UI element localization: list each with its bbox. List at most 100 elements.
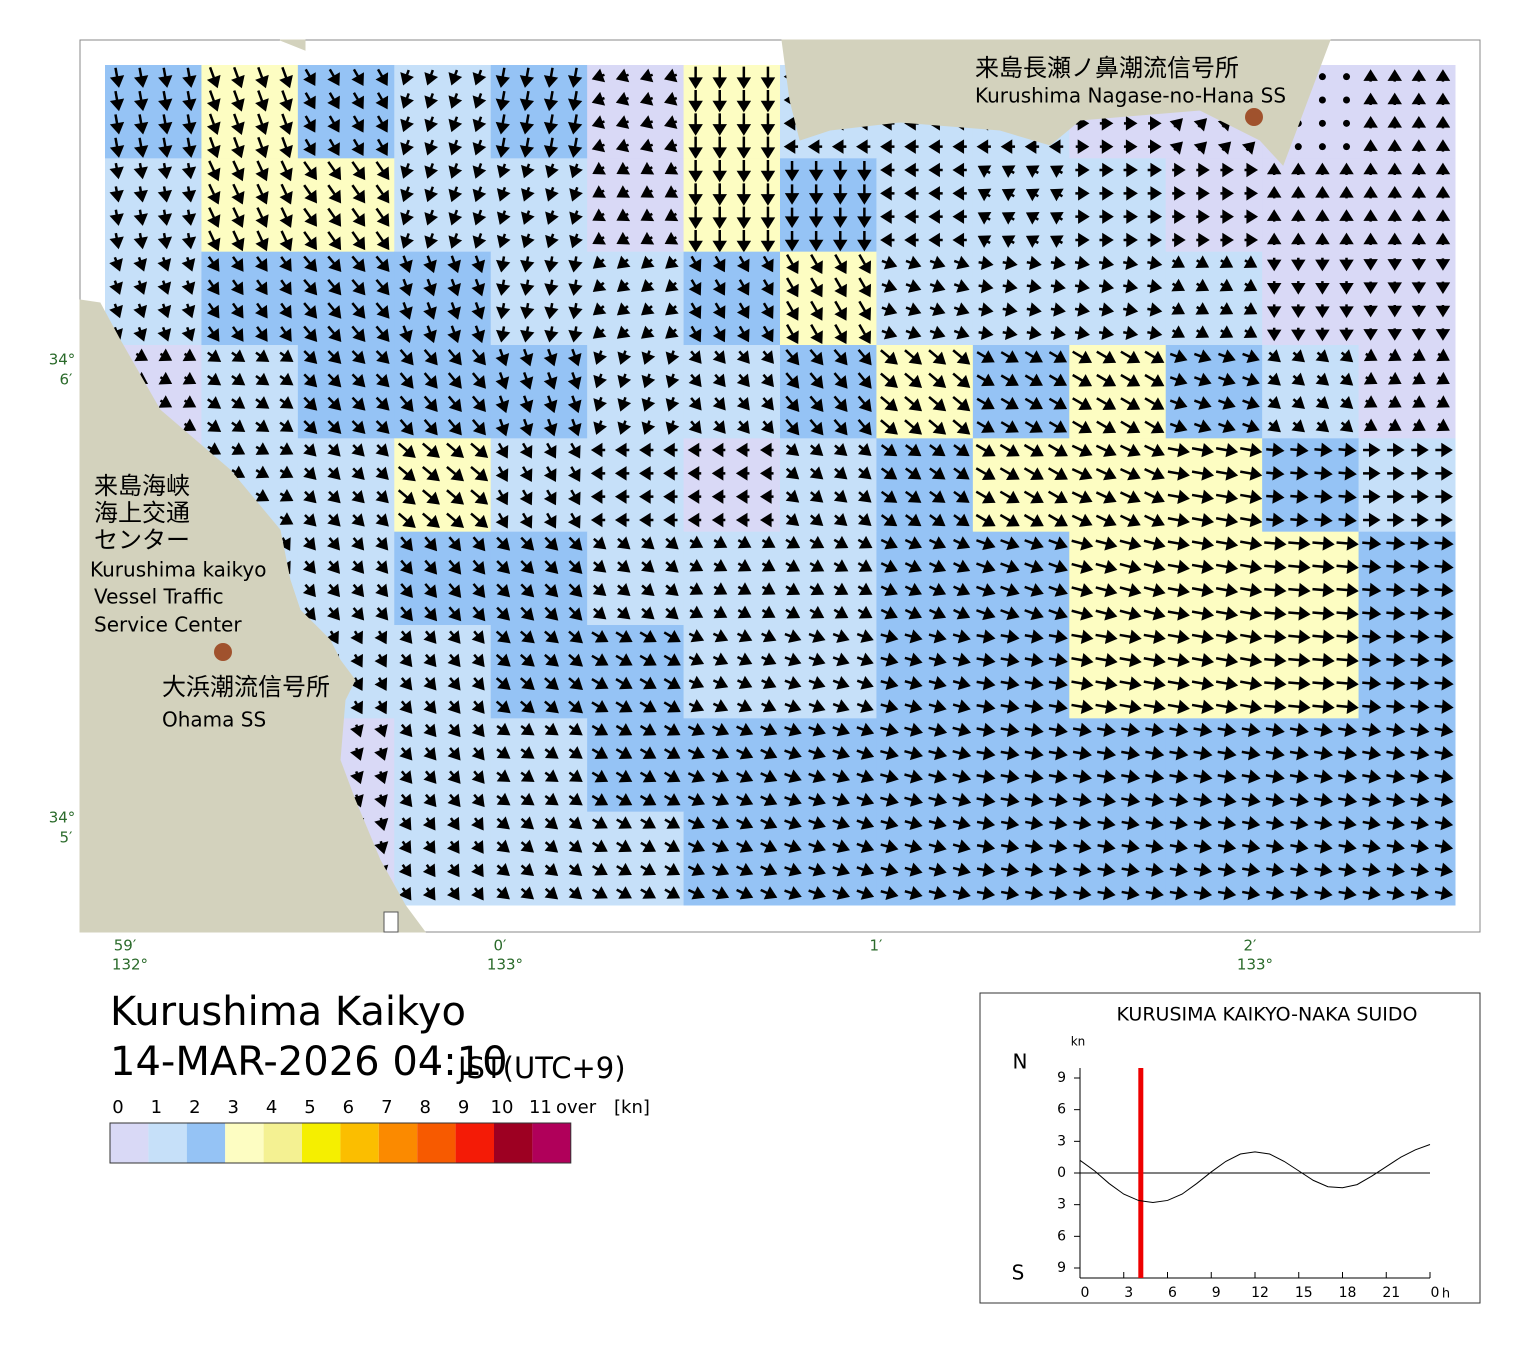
current-arrow	[1386, 582, 1406, 598]
current-arrow	[472, 209, 487, 226]
current-arrow	[711, 886, 730, 900]
current-arrow	[496, 792, 511, 806]
current-arrow	[1048, 559, 1068, 574]
current-arrow	[1288, 559, 1311, 574]
current-arrow	[520, 583, 535, 598]
current-arrow	[495, 442, 509, 459]
current-arrow	[1266, 862, 1285, 877]
current-arrow	[519, 372, 534, 390]
current-arrow	[952, 792, 972, 807]
current-arrow	[641, 302, 655, 316]
current-arrow	[1193, 141, 1208, 155]
current-arrow	[207, 442, 222, 455]
current-arrow	[1411, 92, 1427, 105]
current-arrow	[1314, 862, 1333, 877]
current-arrow	[1143, 629, 1166, 644]
current-arrow	[351, 536, 365, 551]
current-arrow	[471, 418, 486, 436]
current-arrow	[928, 232, 943, 248]
current-arrow	[568, 560, 583, 574]
current-arrow	[521, 163, 535, 179]
speed-cell	[1069, 251, 1167, 346]
current-arrow	[976, 350, 995, 363]
current-arrow	[1050, 325, 1066, 340]
current-arrow	[182, 371, 197, 385]
current-arrow	[1242, 396, 1260, 410]
current-arrow	[999, 443, 1020, 457]
x-tick-label: 6	[1168, 1285, 1177, 1301]
current-arrow	[833, 372, 848, 389]
current-arrow	[1145, 885, 1164, 901]
current-arrow	[400, 186, 414, 203]
current-arrow	[1024, 350, 1043, 363]
current-arrow	[616, 559, 631, 573]
current-arrow	[1219, 325, 1234, 338]
current-arrow	[1411, 281, 1427, 295]
current-arrow	[592, 161, 606, 175]
current-arrow	[1266, 162, 1282, 175]
current-arrow	[181, 186, 197, 203]
current-arrow	[567, 114, 583, 135]
legend-swatch	[263, 1123, 302, 1163]
current-arrow	[1026, 279, 1042, 294]
current-arrow	[230, 256, 244, 272]
current-arrow	[1000, 396, 1019, 410]
current-arrow	[1313, 792, 1334, 807]
current-arrow	[1048, 373, 1068, 387]
current-arrow	[1410, 722, 1430, 737]
current-arrow	[928, 419, 947, 435]
current-arrow	[711, 862, 730, 877]
current-arrow	[255, 113, 269, 135]
current-arrow	[351, 606, 365, 621]
current-arrow	[736, 396, 750, 411]
current-arrow	[423, 723, 437, 738]
current-arrow	[591, 769, 609, 783]
current-arrow	[327, 115, 340, 133]
current-arrow	[952, 162, 967, 178]
current-arrow	[592, 582, 607, 597]
current-arrow	[1191, 489, 1215, 504]
current-arrow	[1144, 467, 1165, 481]
current-arrow	[1266, 185, 1282, 199]
current-arrow	[519, 67, 535, 88]
current-arrow	[375, 536, 389, 551]
current-arrow	[423, 302, 437, 320]
current-arrow	[303, 184, 317, 204]
current-arrow	[1435, 232, 1451, 245]
current-arrow	[784, 699, 802, 713]
current-arrow	[1049, 235, 1064, 248]
lon-min: 0′	[494, 937, 508, 955]
current-arrow	[544, 583, 559, 598]
current-arrow	[1241, 722, 1261, 737]
current-arrow	[712, 350, 726, 364]
current-arrow	[810, 277, 823, 298]
current-arrow	[568, 816, 583, 830]
legend-swatch	[148, 1123, 187, 1163]
current-arrow	[761, 255, 774, 273]
current-arrow	[375, 420, 390, 434]
current-arrow	[1264, 629, 1287, 644]
current-arrow	[689, 605, 704, 619]
current-arrow	[904, 652, 923, 667]
current-arrow	[1024, 373, 1043, 387]
current-arrow	[568, 583, 583, 598]
current-arrow	[496, 722, 511, 736]
current-arrow	[1000, 722, 1020, 737]
current-arrow	[593, 420, 607, 435]
current-arrow	[279, 372, 294, 386]
current-arrow	[976, 396, 995, 410]
current-arrow	[640, 231, 655, 245]
current-arrow	[1338, 722, 1358, 737]
current-arrow	[928, 536, 947, 550]
current-arrow	[1241, 885, 1261, 901]
current-arrow	[639, 138, 654, 153]
current-arrow	[712, 90, 727, 113]
current-arrow	[905, 325, 922, 340]
current-arrow	[1336, 652, 1359, 668]
current-arrow	[641, 396, 656, 412]
current-arrow	[1215, 559, 1239, 574]
current-arrow	[1071, 652, 1094, 668]
current-arrow	[639, 115, 654, 129]
current-arrow	[181, 162, 197, 180]
current-arrow	[1148, 139, 1162, 154]
